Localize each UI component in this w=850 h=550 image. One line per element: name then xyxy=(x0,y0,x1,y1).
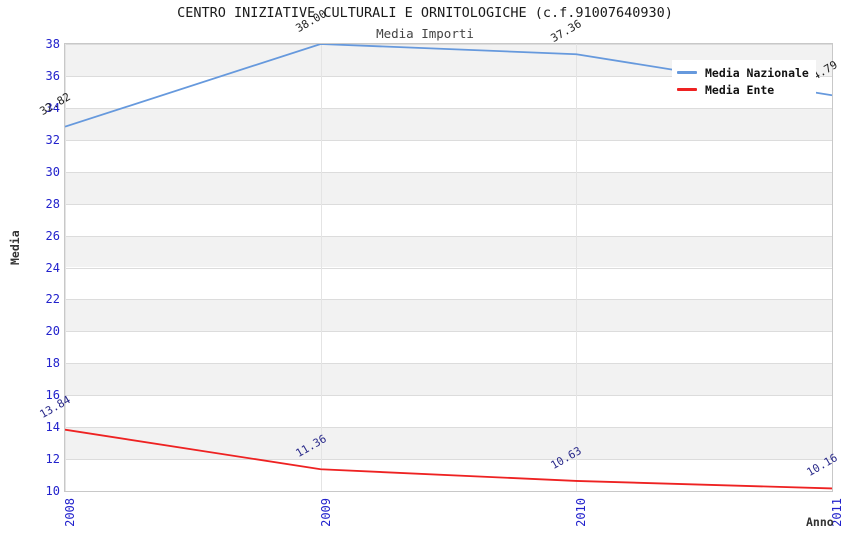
gridline xyxy=(65,299,832,301)
vertical-gridline xyxy=(321,44,322,491)
y-axis-tick-label: 10 xyxy=(45,484,60,498)
series-lines xyxy=(65,44,832,490)
chart-subtitle: Media Importi xyxy=(376,26,474,41)
legend-item[interactable]: Media Ente xyxy=(677,81,809,98)
gridline xyxy=(65,139,832,141)
grid-band xyxy=(65,363,832,396)
y-axis-tick-label: 36 xyxy=(45,68,60,83)
y-axis-ticks: 38 36 34 32 30 28 26 24 22 20 18 16 14 12 10 xyxy=(10,37,60,498)
vertical-gridline xyxy=(576,44,577,491)
gridline xyxy=(65,203,832,205)
data-point-label: 37.36 xyxy=(548,17,585,46)
x-axis-tick-label: 2008 xyxy=(63,498,77,527)
grid-band xyxy=(65,171,832,204)
y-axis-tick-label: 14 xyxy=(45,420,60,435)
y-axis-tick-label: 30 xyxy=(45,164,60,179)
series-line xyxy=(65,428,832,490)
grid-band xyxy=(65,299,832,332)
y-axis-tick-label: 34 xyxy=(45,100,60,115)
y-axis-tick-label: 22 xyxy=(45,292,60,307)
grid-band xyxy=(65,107,832,140)
chart-title: CENTRO INIZIATIVE CULTURALI E ORNITOLOGI… xyxy=(177,5,673,21)
y-axis-tick-label: 26 xyxy=(45,228,60,243)
y-axis-tick-label: 20 xyxy=(45,324,60,339)
x-axis-ticks: 2008 2009 2010 2011 xyxy=(0,498,850,548)
gridline xyxy=(65,395,832,397)
gridline xyxy=(65,235,832,237)
x-axis-tick-label: 2010 xyxy=(574,498,589,527)
gridline xyxy=(65,75,832,77)
y-axis-tick-label: 38 xyxy=(45,37,60,51)
grid-band xyxy=(65,427,832,460)
gridline xyxy=(65,44,832,45)
y-axis-tick-label: 18 xyxy=(45,356,60,371)
vertical-gridline xyxy=(65,44,66,491)
chart-legend: Media Nazionale Media Ente xyxy=(672,60,816,103)
y-axis-tick-label: 16 xyxy=(45,388,60,403)
y-axis-label: Media xyxy=(8,230,22,265)
legend-color-swatch xyxy=(677,71,697,74)
gridline xyxy=(65,427,832,429)
vertical-gridline xyxy=(832,44,833,491)
y-axis-tick-label: 12 xyxy=(45,452,60,467)
x-axis-tick-label: 2009 xyxy=(318,498,333,527)
gridline xyxy=(65,363,832,365)
legend-item[interactable]: Media Nazionale xyxy=(677,64,809,81)
gridline xyxy=(65,459,832,461)
legend-item-label: Media Nazionale xyxy=(705,65,809,80)
legend-item-label: Media Ente xyxy=(705,82,775,97)
gridline xyxy=(65,171,832,173)
gridline xyxy=(65,331,832,333)
plot-area xyxy=(64,43,833,492)
y-axis-tick-label: 24 xyxy=(45,260,60,275)
y-axis-tick-label: 32 xyxy=(45,132,60,147)
gridline xyxy=(65,267,832,269)
gridline xyxy=(65,107,832,109)
grid-band xyxy=(65,235,832,268)
y-axis-tick-label: 28 xyxy=(45,196,60,211)
x-axis-label: Anno xyxy=(806,515,834,529)
legend-color-swatch xyxy=(677,88,697,91)
